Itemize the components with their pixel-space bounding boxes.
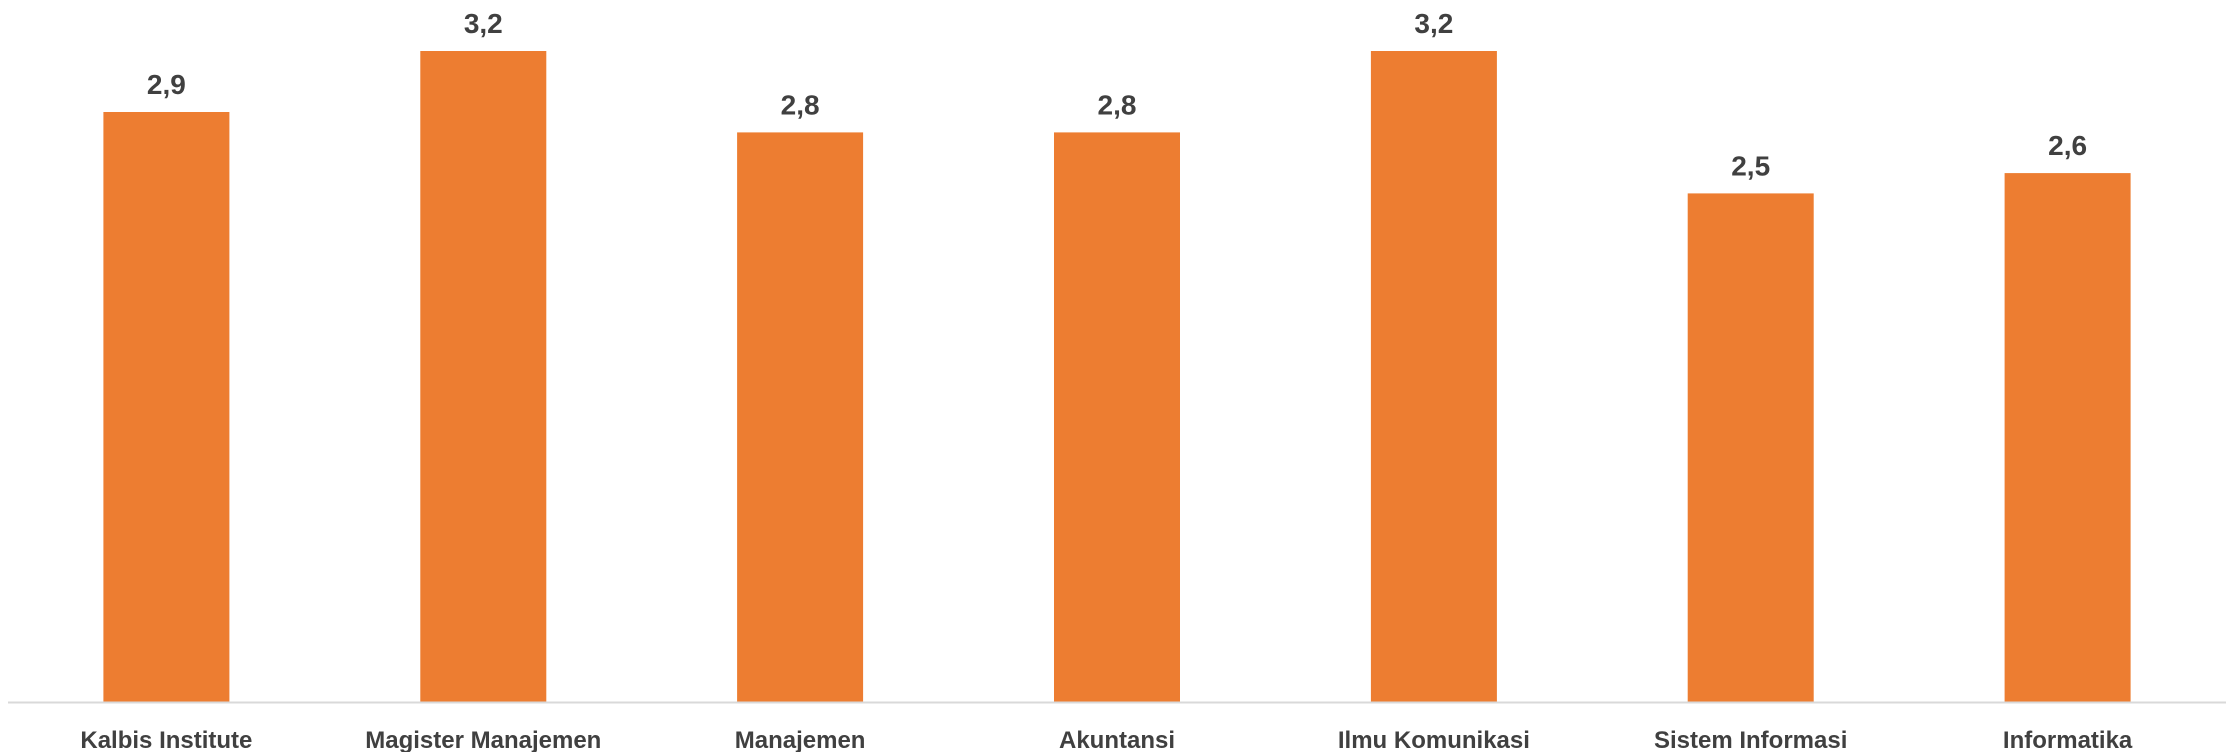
value-labels-group: 2,9 3,2 2,8 2,8 3,2 2,5 2,6 [147,8,2087,181]
bar-6 [1687,193,1814,702]
category-label-7: Informatika [2003,727,2133,752]
bar-4 [1054,132,1180,702]
bar-5 [1370,51,1497,702]
value-label-4: 2,8 [1098,89,1137,120]
category-labels-group: Kalbis Institute Magister Manajemen Manaje… [80,727,2133,752]
category-label-4: Akuntansi [1059,727,1175,752]
bars-group [103,51,2131,703]
value-label-5: 3,2 [1414,8,1453,39]
bar-2 [420,51,547,702]
bar-1 [103,112,230,702]
category-label-5: Ilmu Komunikasi [1338,727,1530,752]
value-label-7: 2,6 [2048,130,2087,161]
bar-3 [737,132,864,702]
category-label-1: Kalbis Institute [80,727,252,752]
value-label-2: 3,2 [464,8,503,39]
value-label-6: 2,5 [1731,150,1770,181]
category-label-2: Magister Manajemen [365,727,601,752]
category-label-6: Sistem Informasi [1654,727,1847,752]
bar-7 [2004,173,2131,703]
value-label-3: 2,8 [781,89,820,120]
value-label-1: 2,9 [147,69,186,100]
category-label-3: Manajemen [735,727,866,752]
